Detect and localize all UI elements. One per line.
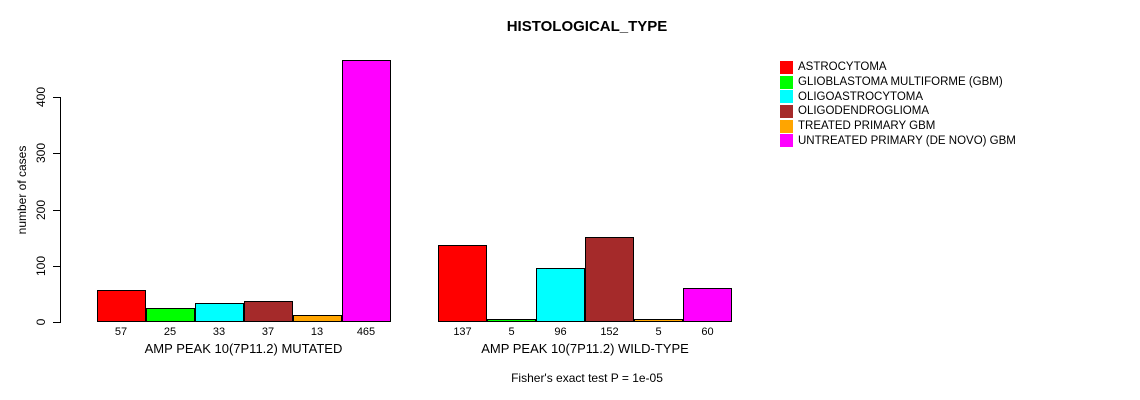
y-tick-label: 100	[34, 255, 48, 276]
bar-value-label-treated-primary-gbm-group1: 13	[310, 326, 324, 338]
legend-row-astrocytoma: ASTROCYTOMA	[780, 60, 1016, 75]
y-tick-mark	[53, 265, 61, 267]
legend-row-glioblastoma-multiforme-gbm: GLIOBLASTOMA MULTIFORME (GBM)	[780, 75, 1016, 90]
chart-title: HISTOLOGICAL_TYPE	[506, 18, 668, 35]
bar-value-label-glioblastoma-multiforme-gbm-group2: 5	[508, 326, 515, 338]
bar-value-label-astrocytoma-group1: 57	[114, 326, 128, 338]
bar-untreated-primary-de-novo-gbm-group1	[341, 60, 391, 322]
y-tick-mark	[53, 97, 61, 98]
bar-value-label-oligoastrocytoma-group1: 33	[212, 326, 226, 338]
y-tick-label: 0	[34, 318, 48, 326]
legend-swatch-untreated-primary-de-novo-gbm	[780, 134, 793, 148]
y-tick-mark	[53, 153, 61, 155]
legend-label: ASTROCYTOMA	[798, 61, 887, 74]
bar-glioblastoma-multiforme-gbm-group1	[145, 307, 195, 322]
bar-oligodendroglioma-group1	[243, 301, 293, 322]
bar-value-label-astrocytoma-group2: 137	[453, 326, 472, 338]
legend-swatch-treated-primary-gbm	[780, 119, 793, 133]
bar-value-label-oligodendroglioma-group1: 37	[261, 326, 275, 338]
legend-swatch-glioblastoma-multiforme-gbm	[780, 75, 793, 89]
y-tick-mark	[53, 209, 61, 211]
legend-label: OLIGOASTROCYTOMA	[798, 90, 924, 103]
legend-label: TREATED PRIMARY GBM	[798, 120, 936, 133]
y-tick-label: 400	[34, 86, 48, 108]
bar-value-label-untreated-primary-de-novo-gbm-group1: 465	[356, 326, 376, 338]
bar-value-label-glioblastoma-multiforme-gbm-group1: 25	[163, 326, 177, 338]
legend-row-oligoastrocytoma: OLIGOASTROCYTOMA	[780, 89, 1016, 104]
legend-label: UNTREATED PRIMARY (DE NOVO) GBM	[798, 134, 1016, 147]
legend-swatch-oligodendroglioma	[780, 104, 793, 118]
legend-row-treated-primary-gbm: TREATED PRIMARY GBM	[780, 119, 1016, 134]
bar-value-label-oligoastrocytoma-group2: 96	[554, 326, 567, 338]
x-group-label-2: AMP PEAK 10(7P11.2) WILD-TYPE	[481, 341, 689, 356]
legend-label: OLIGODENDROGLIOMA	[798, 105, 929, 118]
legend-row-untreated-primary-de-novo-gbm: UNTREATED PRIMARY (DE NOVO) GBM	[780, 133, 1016, 148]
bar-treated-primary-gbm-group1	[292, 314, 342, 322]
bar-oligoastrocytoma-group2	[536, 268, 585, 322]
y-tick-mark	[53, 322, 61, 323]
bar-glioblastoma-multiforme-gbm-group2	[487, 319, 536, 322]
fisher-test-annotation: Fisher's exact test P = 1e-05	[511, 371, 663, 385]
bar-untreated-primary-de-novo-gbm-group2	[683, 288, 732, 322]
bar-astrocytoma-group1	[96, 289, 146, 322]
bar-value-label-oligodendroglioma-group2: 152	[600, 326, 619, 338]
y-tick-label: 200	[34, 199, 48, 220]
x-group-label-1: AMP PEAK 10(7P11.2) MUTATED	[144, 341, 343, 356]
legend-label: GLIOBLASTOMA MULTIFORME (GBM)	[798, 76, 1003, 89]
bar-value-label-untreated-primary-de-novo-gbm-group2: 60	[701, 326, 714, 338]
legend-swatch-oligoastrocytoma	[780, 90, 793, 104]
bar-value-label-treated-primary-gbm-group2: 5	[655, 326, 662, 338]
bar-oligoastrocytoma-group1	[194, 303, 244, 322]
y-axis-label: number of cases	[15, 145, 29, 235]
legend-row-oligodendroglioma: OLIGODENDROGLIOMA	[780, 104, 1016, 119]
bar-treated-primary-gbm-group2	[634, 319, 683, 322]
bar-oligodendroglioma-group2	[585, 236, 634, 322]
bar-astrocytoma-group2	[438, 244, 487, 322]
y-tick-label: 300	[34, 143, 48, 164]
legend: ASTROCYTOMA GLIOBLASTOMA MULTIFORME (GBM)…	[780, 60, 1016, 148]
legend-swatch-astrocytoma	[780, 60, 793, 74]
